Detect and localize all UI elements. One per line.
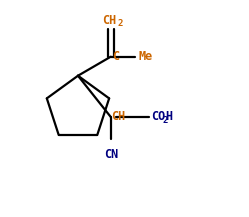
Text: H: H bbox=[166, 110, 173, 123]
Text: CH: CH bbox=[103, 14, 117, 27]
Text: 2: 2 bbox=[118, 19, 123, 28]
Text: CH: CH bbox=[111, 110, 125, 123]
Text: CN: CN bbox=[104, 148, 118, 161]
Text: CO: CO bbox=[151, 110, 165, 123]
Text: 2: 2 bbox=[163, 116, 168, 125]
Text: Me: Me bbox=[138, 50, 152, 63]
Text: C: C bbox=[112, 50, 119, 63]
